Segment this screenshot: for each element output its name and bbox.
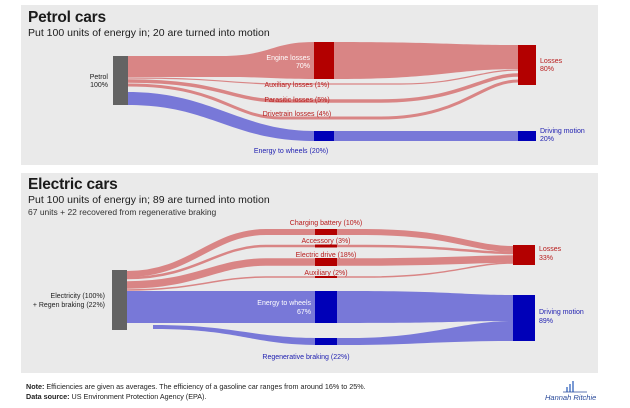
electric-charging-node	[315, 229, 337, 235]
petrol-sankey: Petrol 100% Engine losses 70% Auxiliary …	[90, 42, 585, 155]
electric-motion-node	[513, 295, 535, 341]
electric-accessory-node	[315, 244, 337, 248]
electric-motion-value: 89%	[539, 318, 553, 325]
electric-charging-label: Charging battery (10%)	[290, 220, 362, 227]
electric-wheels-value: 67%	[297, 309, 311, 316]
electric-auxiliary-node	[315, 276, 337, 278]
petrol-title: Petrol cars	[28, 9, 106, 26]
electric-drive-node	[315, 258, 337, 266]
electric-motion-label: Driving motion	[539, 309, 584, 316]
electric-auxiliary-label: Auxiliary (2%)	[304, 270, 347, 277]
electric-accessory-label: Accessory (3%)	[301, 238, 350, 245]
electric-wheels-node	[315, 291, 337, 323]
petrol-source-node	[113, 56, 128, 105]
electric-losses-node	[513, 245, 535, 265]
petrol-drivetrain-losses-label: Drivetrain losses (4%)	[263, 111, 331, 118]
footer-source: Data source: US Environment Protection A…	[26, 391, 207, 401]
electric-sankey: Electricity (100%) + Regen braking (22%)…	[33, 220, 584, 361]
petrol-flow-auxiliary-losses	[127, 69, 519, 85]
petrol-motion-node	[518, 131, 536, 141]
petrol-source-value: 100%	[90, 82, 108, 89]
petrol-energy-to-wheels-label: Energy to wheels (20%)	[254, 148, 328, 155]
petrol-motion-value: 20%	[540, 136, 554, 143]
electric-wheels-label: Energy to wheels	[257, 300, 311, 307]
petrol-engine-losses-value: 70%	[296, 63, 310, 70]
electric-flow-regenerative-braking	[153, 321, 513, 345]
petrol-losses-value: 80%	[540, 66, 554, 73]
author-logo: Hannah Ritchie	[545, 378, 615, 404]
author-name: Hannah Ritchie	[545, 393, 597, 402]
electric-subtitle2: 67 units + 22 recovered from regenerativ…	[28, 207, 217, 217]
petrol-engine-losses-node	[314, 42, 334, 79]
petrol-losses-node	[518, 45, 536, 85]
electric-losses-value: 33%	[539, 255, 553, 262]
petrol-panel: Petrol cars Put 100 units of energy in; …	[21, 5, 598, 165]
electric-source-node	[112, 270, 127, 330]
electric-regen-node	[315, 338, 337, 345]
petrol-flow-parasitic-losses	[127, 73, 519, 103]
electric-source-label2: + Regen braking (22%)	[33, 302, 105, 309]
electric-losses-label: Losses	[539, 246, 562, 253]
petrol-parasitic-losses-label: Parasitic losses (5%)	[264, 97, 329, 104]
electric-subtitle: Put 100 units of energy in; 89 are turne…	[28, 194, 270, 206]
electric-regen-label: Regenerative braking (22%)	[262, 354, 349, 361]
petrol-wheels-node	[314, 131, 334, 141]
petrol-motion-label: Driving motion	[540, 128, 585, 135]
footer-note: Note: Efficiencies are given as averages…	[26, 382, 366, 391]
electric-drive-label: Electric drive (18%)	[296, 252, 357, 259]
petrol-engine-losses-label: Engine losses	[266, 55, 310, 62]
petrol-source-label: Petrol	[90, 74, 109, 81]
petrol-losses-label: Losses	[540, 58, 563, 65]
petrol-flow-drivetrain-losses	[127, 79, 519, 120]
electric-flow-auxiliary	[126, 262, 514, 291]
electric-source-label: Electricity (100%)	[51, 293, 105, 300]
petrol-auxiliary-losses-label: Auxiliary losses (1%)	[265, 82, 330, 89]
footer: Note: Efficiencies are given as averages…	[26, 382, 366, 401]
petrol-subtitle: Put 100 units of energy in; 20 are turne…	[28, 27, 270, 39]
electric-title: Electric cars	[28, 176, 118, 193]
electric-panel: Electric cars Put 100 units of energy in…	[21, 173, 598, 373]
bar-chart-icon	[563, 381, 587, 393]
